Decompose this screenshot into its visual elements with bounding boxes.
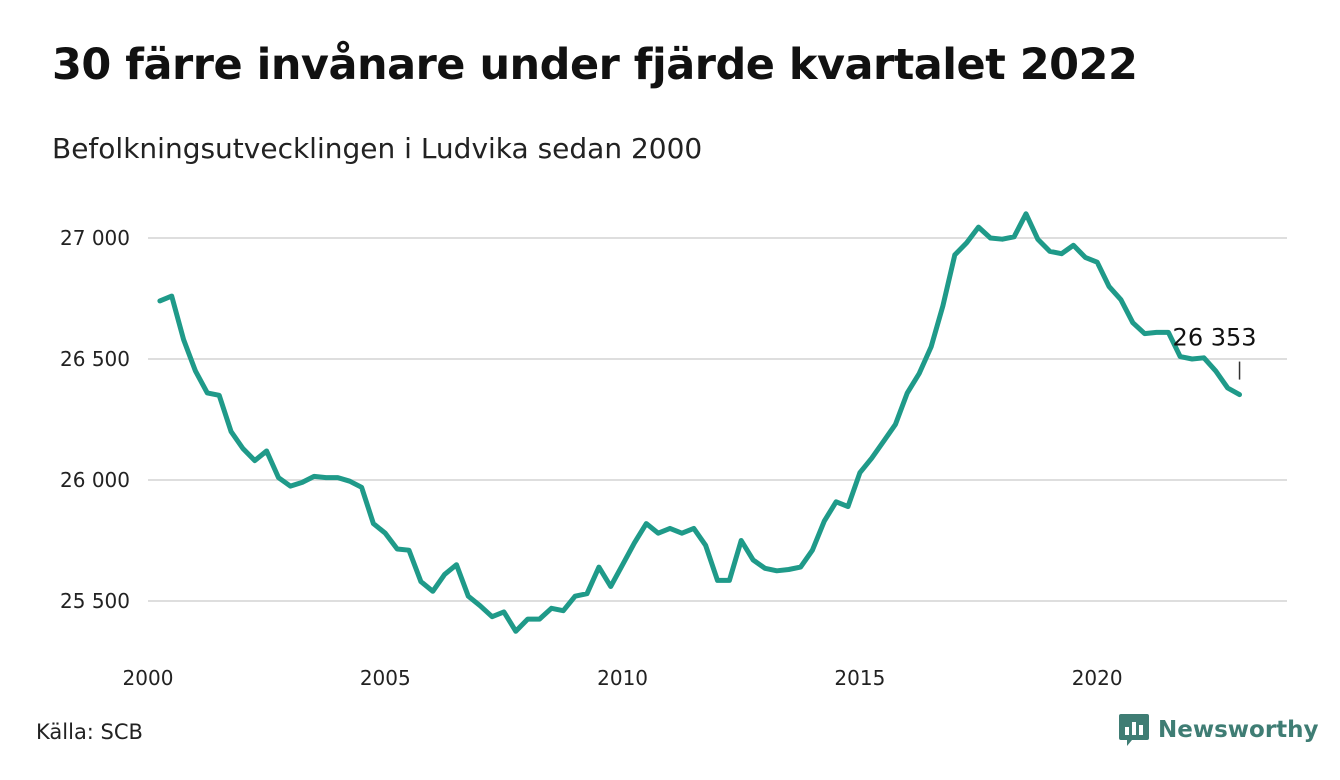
x-tick-label: 2015 (834, 666, 885, 690)
series-layer (157, 211, 1242, 634)
x-tick-label: 2010 (597, 666, 648, 690)
y-tick-label: 27 000 (60, 226, 130, 250)
source-note: Källa: SCB (36, 720, 143, 744)
brand-logo: Newsworthy (1118, 712, 1319, 748)
y-axis-ticks: 25 500 26 000 26 500 27 000 (60, 226, 130, 613)
chart-title: 30 färre invånare under fjärde kvartalet… (52, 40, 1138, 90)
y-tick-label: 26 000 (60, 468, 130, 492)
y-tick-label: 26 500 (60, 347, 130, 371)
series-line (157, 211, 1242, 634)
annotation-label: 26 353 (1173, 324, 1257, 352)
x-axis-ticks: 2000 2005 2010 2015 2020 (123, 666, 1123, 690)
x-tick-label: 2020 (1072, 666, 1123, 690)
x-tick-label: 2005 (360, 666, 411, 690)
brand-name: Newsworthy (1158, 717, 1319, 743)
grid-lines (148, 237, 1287, 602)
y-tick-label: 25 500 (60, 589, 130, 613)
newsworthy-logo-icon (1119, 714, 1149, 746)
x-tick-label: 2000 (123, 666, 174, 690)
series-points (160, 214, 1240, 632)
annotation-layer: 26 353 (1173, 324, 1257, 380)
chart-subtitle: Befolkningsutvecklingen i Ludvika sedan … (52, 132, 703, 165)
